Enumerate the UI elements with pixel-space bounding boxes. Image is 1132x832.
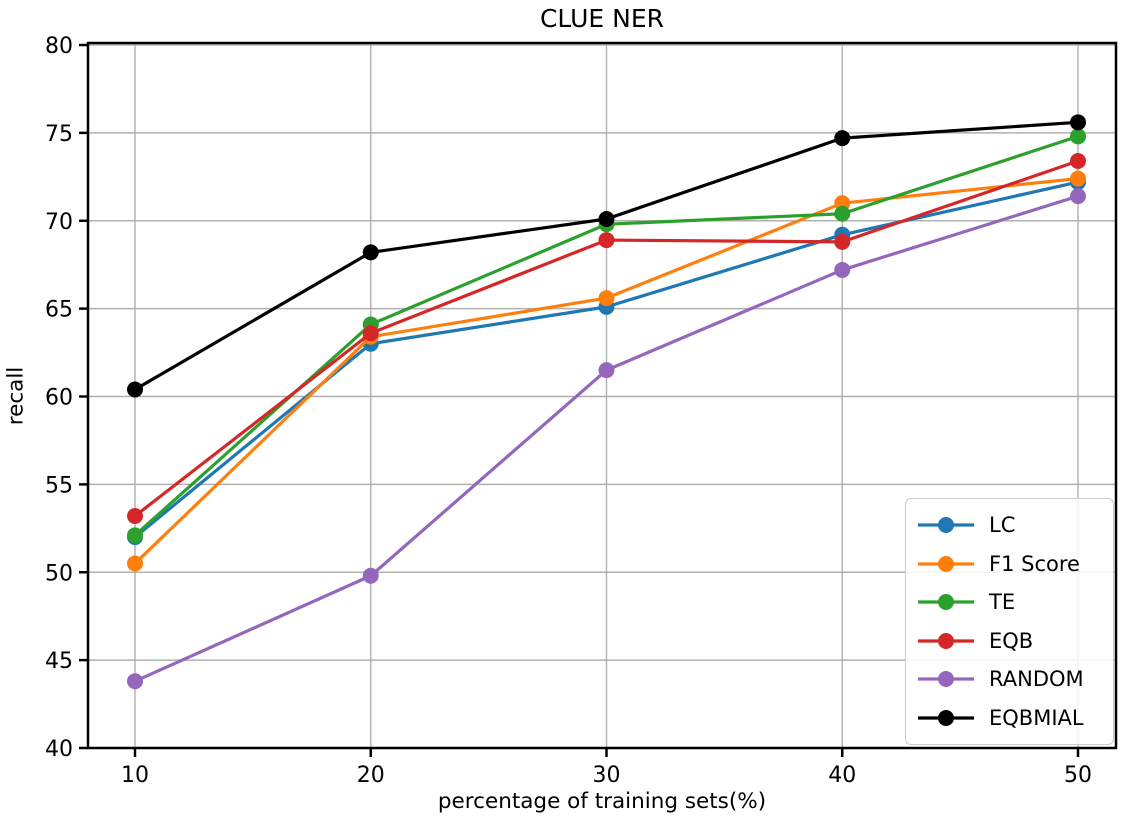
x-axis-label: percentage of training sets(%) [437,789,767,814]
y-tick-label: 40 [45,737,73,762]
legend-swatch-eqbmial [918,709,974,726]
data-point-random [127,673,143,690]
legend-label: EQBMIAL [989,705,1084,730]
y-tick-label: 45 [45,649,73,674]
y-tick-label: 75 [45,122,73,147]
y-tick-label: 50 [45,561,73,586]
legend-label: F1 Score [989,551,1080,576]
y-tick-label: 70 [45,210,73,235]
legend-label: LC [989,513,1016,538]
legend-item-eqbmial: EQBMIAL [917,699,1103,738]
data-point-eqbmial [127,381,143,398]
legend-swatch-lc [918,517,974,534]
data-point-te [127,527,143,544]
data-point-te [834,205,851,222]
x-tick-label: 20 [357,763,385,788]
data-point-random [1070,188,1086,205]
data-point-f1-score [598,290,615,307]
data-point-eqb [127,508,143,525]
y-tick-label: 65 [45,298,73,323]
legend-swatch-te [918,594,974,611]
legend-swatch-eqb [918,632,974,649]
chart-title: CLUE NER [539,4,665,33]
y-tick-label: 80 [45,34,73,59]
legend-item-te: TE [917,583,1103,622]
data-point-eqb [1070,152,1086,169]
data-point-f1-score [1070,170,1086,187]
data-point-eqb [834,233,851,250]
legend-item-eqb: EQB [917,622,1103,661]
legend-label: RANDOM [989,667,1084,692]
y-tick-label: 60 [45,386,73,411]
legend-item-f1-score: F1 Score [917,545,1103,584]
legend-label: TE [989,590,1016,615]
data-point-eqb [598,232,615,249]
legend-swatch-random [918,671,974,688]
x-tick-label: 30 [593,763,621,788]
y-tick-label: 55 [45,473,73,498]
data-point-random [834,261,851,278]
data-point-eqbmial [1070,114,1086,131]
data-point-random [362,567,379,584]
data-point-eqb [362,325,379,342]
legend-item-random: RANDOM [917,660,1103,699]
data-point-eqbmial [362,244,379,261]
legend-swatch-f1-score [918,555,974,572]
data-point-eqbmial [598,210,615,227]
data-point-te [1070,128,1086,145]
x-tick-label: 50 [1064,763,1092,788]
x-tick-label: 40 [828,763,856,788]
legend: LC F1 Score TE EQB RANDOM EQBMIAL [905,498,1114,745]
data-point-random [598,362,615,379]
legend-item-lc: LC [917,506,1103,545]
data-point-eqbmial [834,130,851,147]
data-point-f1-score [127,555,143,572]
x-tick-label: 10 [121,763,149,788]
legend-label: EQB [989,628,1034,653]
